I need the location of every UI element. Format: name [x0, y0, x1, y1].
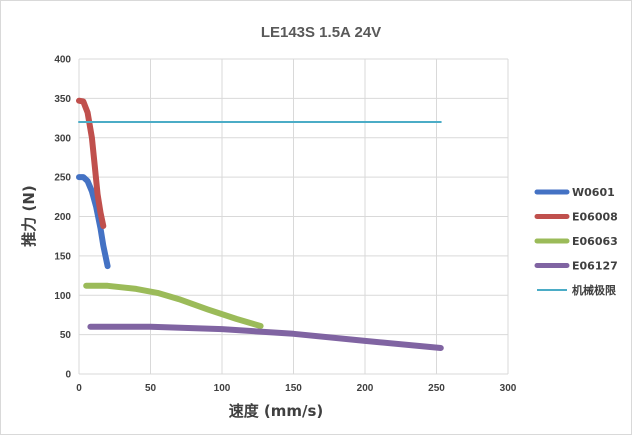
- x-tick-label: 50: [145, 383, 157, 394]
- x-tick-label: 100: [214, 383, 231, 394]
- y-tick-label: 200: [54, 212, 71, 223]
- legend: W0601 E06008 E06063 E06127 机械极限: [534, 186, 618, 297]
- y-axis-title: 推力 (N): [20, 185, 38, 247]
- x-tick-label: 200: [357, 383, 374, 394]
- legend-label-1: E06008: [572, 211, 618, 224]
- x-tick-label: 250: [428, 383, 445, 394]
- series-line-1: [76, 97, 107, 229]
- y-tick-label: 150: [54, 251, 71, 262]
- series-line-3: [87, 323, 444, 351]
- x-tick-label: 150: [285, 383, 302, 394]
- y-tick-label: 400: [54, 55, 71, 66]
- y-tick-label: 300: [54, 133, 71, 144]
- series-lines: [76, 97, 444, 351]
- x-axis-ticks: 0 50 100 150 200 250 300: [76, 383, 517, 394]
- y-axis-ticks: 0 50 100 150 200 250 300 350 400: [54, 55, 71, 381]
- x-tick-label: 0: [76, 383, 82, 394]
- grid-lines: [78, 58, 509, 375]
- y-tick-label: 350: [54, 94, 71, 105]
- legend-label-2: E06063: [572, 235, 618, 248]
- y-tick-label: 100: [54, 291, 71, 302]
- y-tick-label: 0: [65, 370, 71, 381]
- legend-label-0: W0601: [572, 186, 615, 199]
- y-tick-label: 250: [54, 173, 71, 184]
- chart-title: LE143S 1.5A 24V: [261, 24, 381, 41]
- y-tick-label: 50: [60, 330, 72, 341]
- series-line-2: [83, 282, 264, 329]
- legend-label-4: 机械极限: [572, 283, 616, 297]
- x-tick-label: 300: [500, 383, 517, 394]
- series-line-0: [76, 174, 111, 270]
- x-axis-title: 速度 (mm/s): [229, 402, 324, 420]
- legend-label-3: E06127: [572, 260, 618, 273]
